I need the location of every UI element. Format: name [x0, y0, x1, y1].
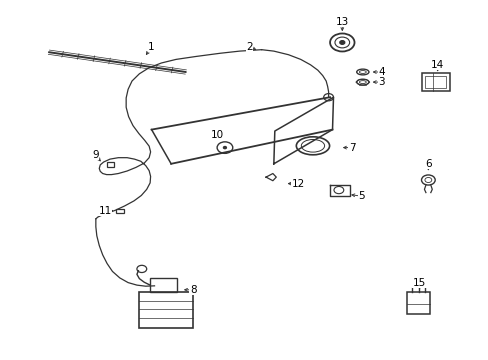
- FancyBboxPatch shape: [116, 209, 124, 213]
- Text: 7: 7: [348, 143, 355, 153]
- Text: 14: 14: [430, 60, 444, 70]
- Text: 5: 5: [358, 191, 365, 201]
- Text: 4: 4: [377, 67, 384, 77]
- Text: 9: 9: [92, 150, 99, 160]
- Text: 10: 10: [211, 130, 224, 140]
- Text: 15: 15: [412, 278, 426, 288]
- Text: 13: 13: [335, 17, 348, 27]
- Circle shape: [222, 145, 227, 150]
- Text: 1: 1: [148, 42, 155, 52]
- Text: 3: 3: [377, 77, 384, 87]
- Circle shape: [339, 41, 344, 44]
- FancyBboxPatch shape: [106, 162, 114, 167]
- Text: 8: 8: [189, 285, 196, 295]
- Text: 2: 2: [245, 42, 252, 52]
- Circle shape: [223, 147, 226, 149]
- Text: 11: 11: [98, 206, 112, 216]
- Text: 6: 6: [424, 159, 431, 169]
- Text: 12: 12: [291, 179, 305, 189]
